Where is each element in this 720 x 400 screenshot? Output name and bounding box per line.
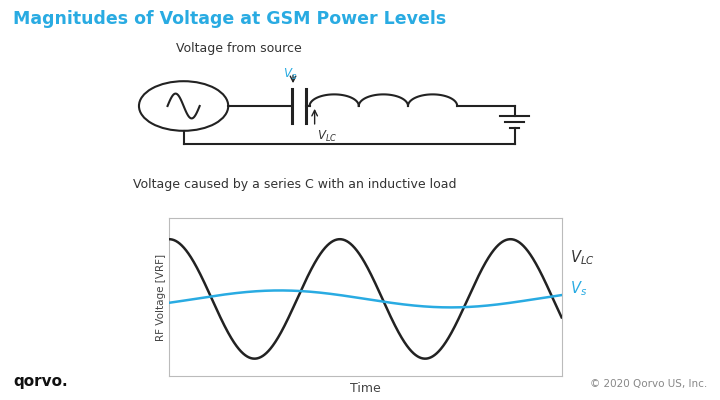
Text: Magnitudes of Voltage at GSM Power Levels: Magnitudes of Voltage at GSM Power Level… [13, 10, 446, 28]
Text: Voltage from source: Voltage from source [176, 42, 302, 55]
Text: © 2020 Qorvo US, Inc.: © 2020 Qorvo US, Inc. [590, 379, 707, 389]
Y-axis label: RF Voltage [VRF]: RF Voltage [VRF] [156, 254, 166, 340]
Text: $V_s$: $V_s$ [570, 280, 588, 298]
Text: $V_{LC}$: $V_{LC}$ [317, 129, 337, 144]
Text: $V_{LC}$: $V_{LC}$ [570, 248, 595, 267]
Text: qorvo.: qorvo. [13, 374, 68, 389]
X-axis label: Time: Time [350, 382, 381, 394]
Text: $V_s$: $V_s$ [283, 67, 297, 82]
Text: Voltage caused by a series C with an inductive load: Voltage caused by a series C with an ind… [133, 178, 456, 191]
